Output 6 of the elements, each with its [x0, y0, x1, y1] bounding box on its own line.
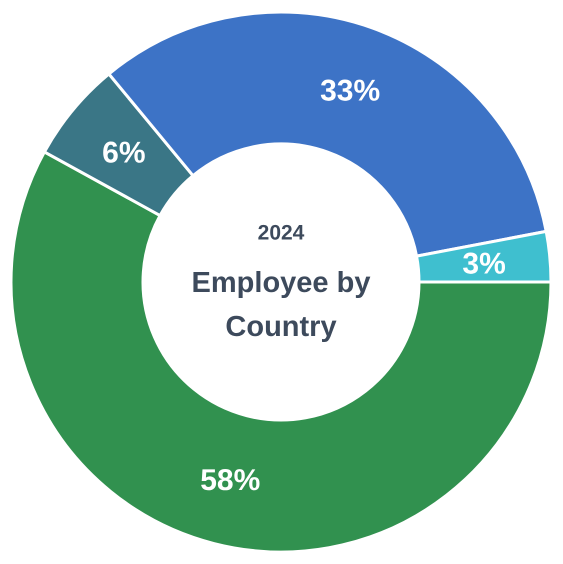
text: 2024: [258, 221, 305, 244]
text: Employee by Country: [192, 267, 370, 344]
data-label: 33%: [320, 74, 380, 108]
data-label: 58%: [200, 464, 260, 498]
data-label: 3%: [462, 247, 506, 280]
data-label: 6%: [102, 136, 146, 170]
